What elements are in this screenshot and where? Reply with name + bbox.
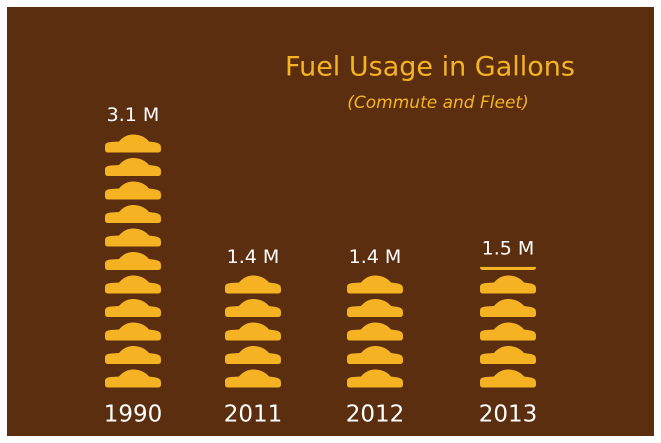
car-stack: [478, 266, 538, 392]
value-label: 1.5 M: [482, 237, 535, 259]
chart-subtitle: (Commute and Fleet): [347, 93, 528, 113]
car-stack: [103, 133, 163, 392]
chart-title: Fuel Usage in Gallons: [285, 52, 575, 83]
x-tick-label: 2011: [224, 402, 283, 428]
car-stack: [223, 275, 283, 392]
car-stack: [345, 275, 405, 392]
value-label: 3.1 M: [107, 104, 160, 126]
value-label: 1.4 M: [349, 246, 402, 268]
x-tick-label: 1990: [104, 402, 163, 428]
x-tick-label: 2012: [346, 402, 405, 428]
value-label: 1.4 M: [227, 246, 280, 268]
x-tick-label: 2013: [479, 402, 538, 428]
